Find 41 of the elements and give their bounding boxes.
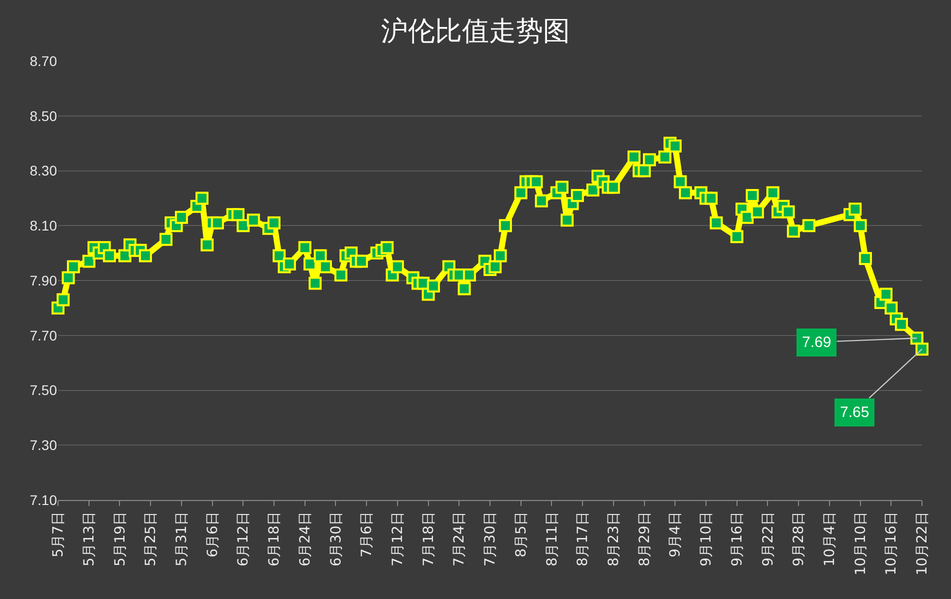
x-tick-label: 7月6日	[359, 512, 376, 558]
x-tick-label: 8月5日	[513, 512, 530, 558]
x-tick-label: 7月12日	[390, 512, 406, 566]
x-tick-label: 6月6日	[204, 512, 221, 558]
y-tick-label: 8.70	[30, 52, 58, 69]
x-tick-label: 6月30日	[328, 512, 344, 566]
x-tick-label: 7月18日	[420, 512, 437, 566]
y-tick-label: 8.10	[30, 218, 58, 234]
x-tick-label: 5月25日	[143, 512, 160, 566]
data-label: 7.69	[802, 334, 832, 351]
x-tick-label: 8月29日	[636, 512, 653, 566]
x-tick-label: 7月30日	[482, 512, 499, 566]
y-tick-label: 7.30	[30, 437, 58, 454]
y-tick-label: 8.50	[30, 108, 58, 124]
y-tick-label: 7.10	[30, 492, 58, 508]
x-tick-label: 5月7日	[50, 512, 67, 558]
x-tick-label: 10月4日	[822, 512, 838, 566]
x-tick-label: 6月12日	[236, 512, 252, 566]
x-tick-label: 9月28日	[791, 512, 808, 566]
x-tick-label: 10月16日	[884, 512, 900, 576]
y-tick-label: 7.90	[30, 272, 58, 288]
y-tick-label: 7.50	[30, 382, 58, 398]
x-tick-label: 7月24日	[452, 512, 468, 566]
x-tick-label: 9月22日	[760, 512, 776, 566]
x-tick-label: 5月13日	[81, 512, 98, 566]
chart-title: 沪伦比值走势图	[381, 16, 570, 47]
x-tick-label: 5月31日	[174, 512, 190, 566]
y-tick-label: 8.30	[30, 162, 58, 179]
x-tick-label: 8月11日	[544, 512, 560, 566]
x-tick-label: 6月18日	[266, 512, 283, 566]
x-tick-label: 10月10日	[852, 512, 869, 576]
x-tick-label: 9月10日	[698, 512, 715, 566]
data-label: 7.65	[840, 404, 870, 421]
y-tick-label: 7.70	[30, 327, 58, 344]
x-tick-label: 10月22日	[914, 512, 931, 576]
x-tick-label: 5月19日	[112, 512, 128, 566]
x-tick-label: 8月23日	[606, 512, 622, 566]
x-tick-label: 8月17日	[575, 512, 592, 566]
x-tick-label: 9月4日	[668, 512, 684, 558]
x-tick-label: 9月16日	[729, 512, 746, 566]
x-tick-label: 6月24日	[297, 512, 314, 566]
